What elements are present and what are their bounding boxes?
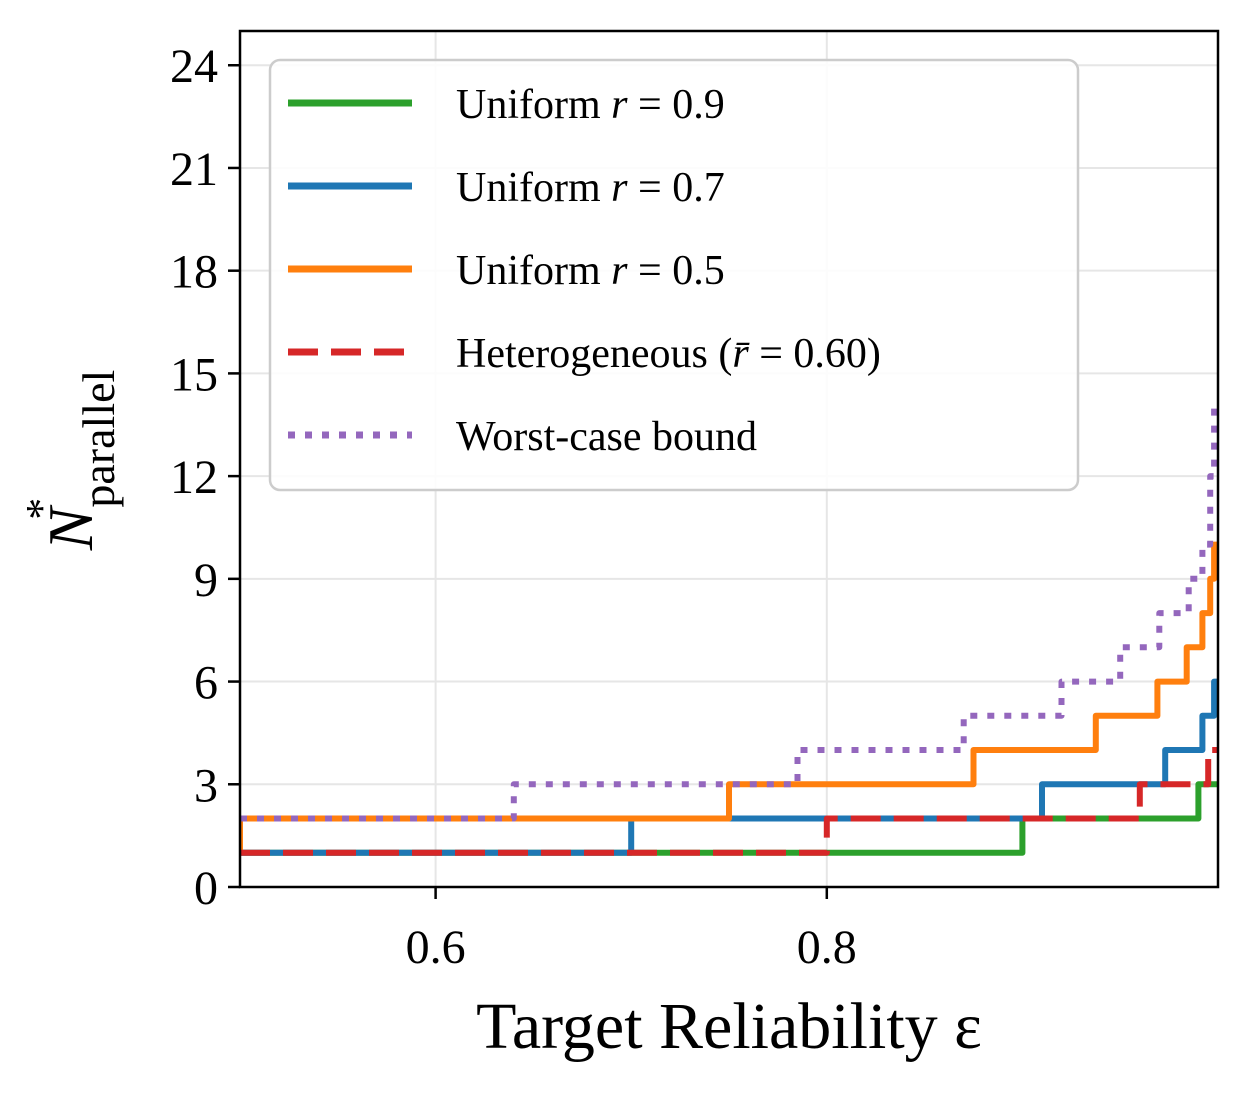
series-line-uniform-r-0-5 (240, 541, 1218, 853)
legend-items: Uniform r = 0.9 Uniform r = 0.7 Uniform r … (288, 82, 881, 460)
series-line-heterogeneous-r-0-60 (240, 747, 1218, 856)
y-axis-label-sub: parallel (73, 370, 124, 508)
series-line-worst-case-bound (240, 404, 1218, 822)
y-tick-label: 15 (170, 348, 218, 401)
tick-layer: 0 3 6 9 12 15 18 21 24 0.6 0.8 (170, 40, 857, 974)
legend: Uniform r = 0.9 Uniform r = 0.7 Uniform r … (268, 58, 1080, 492)
y-tick-label: 21 (170, 143, 218, 196)
y-tick-label: 0 (194, 862, 218, 915)
y-tick-label: 9 (194, 554, 218, 607)
y-tick-label: 12 (170, 451, 218, 504)
x-tick-label: 0.8 (797, 921, 857, 974)
series-line-uniform-r-0-7 (240, 678, 1218, 856)
plot-frame (238, 29, 1220, 889)
legend-label: Heterogeneous (r̄ = 0.60) (456, 331, 881, 377)
svg-text:Nparallel*: Nparallel * (17, 370, 124, 552)
legend-label: Worst-case bound (456, 414, 757, 460)
y-tick-label: 24 (170, 40, 218, 93)
legend-label: Uniform r = 0.5 (456, 248, 725, 294)
y-tick-label: 3 (194, 759, 218, 812)
x-tick-label: 0.6 (406, 921, 466, 974)
y-tick-label: 6 (194, 657, 218, 710)
x-axis-label: Target Reliability ε (476, 990, 982, 1063)
legend-label: Uniform r = 0.9 (456, 82, 725, 128)
legend-box (268, 58, 1080, 492)
series-layer (240, 404, 1218, 856)
y-tick-label: 18 (170, 246, 218, 299)
y-axis-label-sup: * (17, 498, 66, 520)
legend-label: Uniform r = 0.7 (456, 165, 725, 211)
y-axis-label-main: N (35, 504, 106, 551)
y-axis-label: Nparallel * (17, 370, 124, 552)
